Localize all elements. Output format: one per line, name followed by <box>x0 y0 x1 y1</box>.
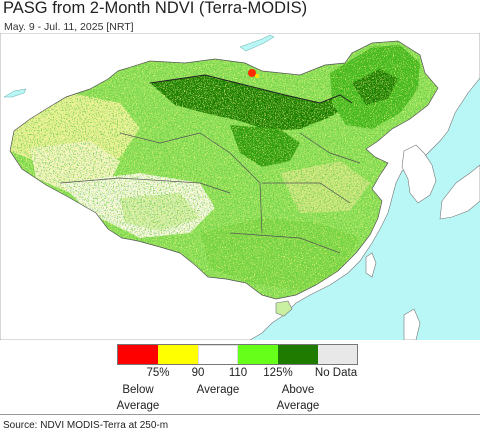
legend-average: Average <box>196 384 240 396</box>
legend-swatch-below-75 <box>118 345 158 365</box>
borders <box>9 40 439 300</box>
source-note: Source: NDVI MODIS-Terra at 250-m <box>3 420 169 431</box>
legend-swatch-110-125 <box>238 345 278 365</box>
philippines <box>403 308 421 340</box>
taiwan <box>365 252 377 278</box>
legend-tick-125: 125% <box>263 367 293 379</box>
legend-outline <box>117 344 358 365</box>
map-title: PASG from 2-Month NDVI (Terra-MODIS) <box>3 0 308 17</box>
legend-swatch-above-125 <box>278 345 318 365</box>
japan <box>439 164 480 220</box>
legend-no-data-label: No Data <box>314 367 358 379</box>
legend-tick-75: 75% <box>146 367 170 379</box>
legend-above-average: Above Average <box>276 384 320 412</box>
legend-below-average: Below Average <box>116 384 160 412</box>
date-range-subtitle: May. 9 - Jul. 11, 2025 [NRT] <box>4 21 134 33</box>
lake-balkhash <box>3 88 27 98</box>
legend-swatch-no-data <box>318 345 358 365</box>
legend-swatch-75-90 <box>158 345 198 365</box>
korea <box>401 144 437 204</box>
legend-tick-90: 90 <box>191 367 205 379</box>
ndvi-map <box>0 33 480 340</box>
footer-divider <box>0 414 480 415</box>
hainan <box>275 300 293 317</box>
lake-baikal <box>239 34 275 52</box>
legend-tick-110: 110 <box>228 367 248 379</box>
